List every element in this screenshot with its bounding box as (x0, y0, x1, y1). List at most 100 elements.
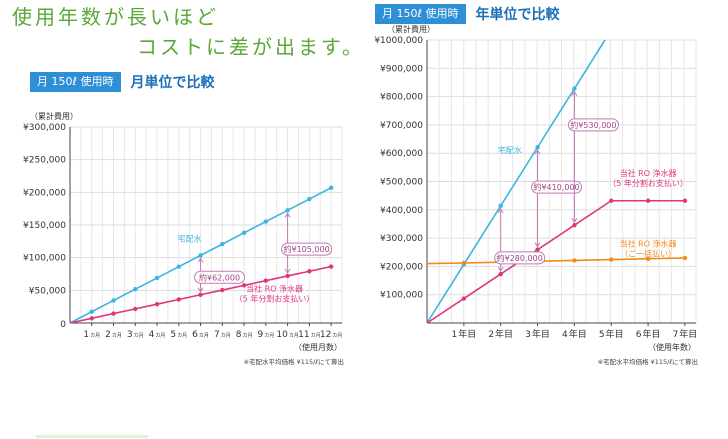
x-axis-title: （使用年数） (648, 342, 696, 352)
y-tick-label: ¥600,000 (380, 149, 423, 159)
x-tick-number: 12 (320, 330, 331, 340)
series-label: （ご一括払い） (620, 249, 676, 259)
arrow-up-icon (571, 90, 578, 96)
decorative-bar (36, 435, 148, 438)
arrow-down-icon (534, 242, 541, 248)
data-point (645, 198, 651, 203)
x-tick-label: 2カ月 (105, 330, 122, 340)
y-tick-label: ¥300,000 (380, 234, 423, 244)
x-tick-number: 4 (562, 330, 568, 340)
data-point (535, 247, 540, 252)
data-point (133, 306, 138, 312)
x-tick-number: 1 (451, 330, 457, 340)
x-tick-number: 2 (488, 330, 494, 340)
y-tick-label: ¥250,000 (23, 156, 66, 166)
data-point (572, 86, 577, 91)
data-point (176, 264, 181, 269)
arrow-up-icon (497, 207, 504, 214)
data-point (461, 296, 467, 301)
x-tick-unit: カ月 (311, 333, 321, 339)
x-tick-unit: 年目 (606, 328, 624, 340)
x-tick-unit: 年目 (679, 328, 697, 340)
arrow-up-icon (284, 212, 291, 218)
x-tick-unit: カ月 (134, 333, 144, 339)
x-tick-number: 5 (599, 330, 605, 340)
x-tick-label: 11カ月 (298, 330, 320, 340)
x-tick-label: 3カ月 (127, 330, 144, 340)
arrow-down-icon (497, 266, 504, 273)
x-tick-number: 5 (170, 330, 176, 340)
difference-label: 約¥530,000 (570, 120, 616, 130)
data-point (682, 255, 688, 261)
arrow-down-icon (571, 217, 578, 224)
y-tick-label: ¥800,000 (380, 93, 423, 103)
data-point (328, 264, 334, 269)
data-point (285, 273, 290, 279)
data-point (682, 198, 688, 203)
y-tick-label: ¥200,000 (380, 262, 423, 272)
y-axis-title: （累計費用） (387, 24, 435, 34)
data-point (263, 278, 269, 283)
x-tick-label: 4年目 (562, 328, 587, 340)
x-tick-number: 4 (149, 330, 155, 340)
data-point (154, 301, 160, 307)
x-tick-unit: カ月 (221, 333, 231, 339)
y-tick-label: ¥500,000 (380, 178, 423, 188)
data-point (263, 219, 269, 224)
arrow-up-icon (197, 257, 204, 263)
data-point (535, 145, 540, 150)
difference-label-box (281, 242, 333, 256)
x-tick-label: 5年目 (599, 328, 624, 340)
arrow-down-icon (197, 287, 204, 293)
x-tick-number: 11 (298, 330, 309, 340)
x-tick-unit: カ月 (264, 333, 274, 339)
data-point (645, 256, 651, 261)
difference-label: 約¥410,000 (533, 182, 579, 192)
y-tick-label: ¥50,000 (29, 286, 66, 296)
y-tick-label: ¥300,000 (23, 123, 66, 133)
monthly-usage-badge: 月 150ℓ 使用時 (30, 72, 121, 92)
data-point (198, 292, 203, 297)
difference-label-box (531, 180, 583, 194)
y-tick-label: ¥900,000 (380, 64, 423, 74)
series-label: 当社 RO 浄水器 (246, 284, 303, 294)
y-tick-label: ¥100,000 (380, 291, 423, 301)
footnote: ※宅配水平均価格 ¥115/ℓにて算出 (244, 357, 344, 366)
data-point (572, 222, 577, 228)
x-tick-label: 8カ月 (236, 330, 253, 340)
data-point (498, 203, 503, 209)
arrow-up-icon (534, 149, 541, 155)
headline-line1: 使用年数が長いほど (12, 5, 219, 29)
series-line (426, 40, 606, 324)
origin-label: 0 (60, 320, 66, 330)
x-tick-label: 12カ月 (320, 330, 342, 340)
difference-label: 約¥105,000 (284, 244, 330, 254)
x-tick-number: 10 (276, 330, 288, 340)
arrow-down-icon (284, 268, 291, 274)
headline: 使用年数が長いほど コストに差が出ます。 (12, 2, 365, 62)
x-tick-label: 6カ月 (192, 330, 209, 340)
difference-label-box (194, 270, 246, 284)
difference-label-box (494, 251, 546, 265)
data-point (89, 316, 94, 321)
x-tick-unit: カ月 (155, 333, 165, 339)
difference-label: 約¥280,000 (497, 253, 543, 263)
x-tick-unit: カ月 (90, 333, 100, 339)
data-point (111, 311, 116, 316)
y-tick-label: ¥150,000 (23, 221, 66, 231)
x-tick-label: 5カ月 (170, 330, 187, 340)
data-point (154, 275, 160, 281)
data-point (241, 283, 247, 288)
x-tick-label: 2年目 (488, 328, 513, 340)
series-line (426, 199, 685, 324)
data-point (220, 241, 225, 247)
x-tick-number: 7 (214, 330, 220, 340)
x-tick-number: 6 (636, 330, 642, 340)
monthly-chart-title: 月単位で比較 (130, 75, 215, 91)
x-tick-unit: 年目 (569, 328, 587, 340)
x-tick-label: 4カ月 (149, 330, 166, 340)
y-tick-label: ¥100,000 (23, 254, 66, 264)
x-tick-label: 6年目 (636, 328, 661, 340)
y-tick-label: ¥200,000 (23, 188, 66, 198)
